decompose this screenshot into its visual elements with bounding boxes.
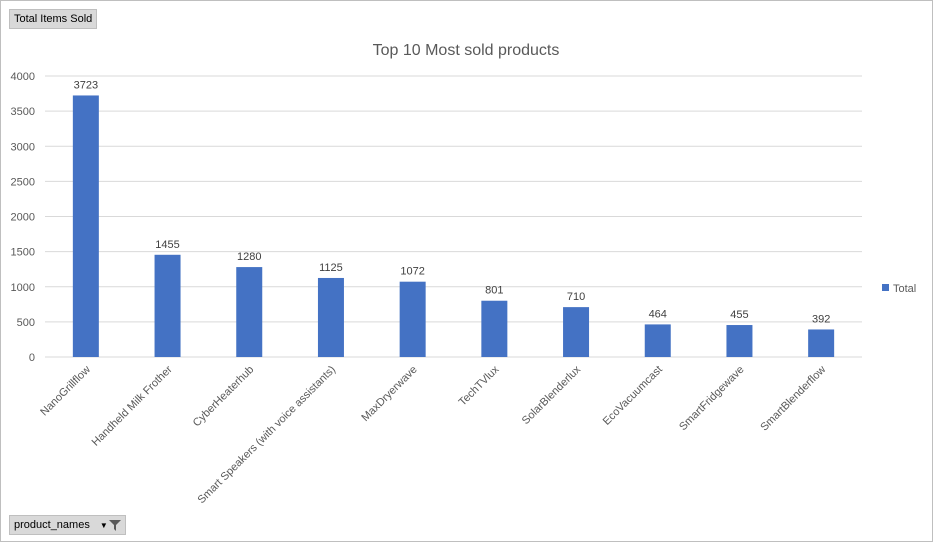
y-tick-label: 0 [29, 352, 35, 364]
y-tick-label: 500 [17, 317, 35, 329]
y-tick-label: 2000 [11, 212, 35, 224]
funnel-icon [108, 519, 121, 531]
bar-series [72, 95, 835, 357]
y-axis: 0 500 1000 1500 2000 2500 3000 3500 4000 [11, 71, 35, 364]
x-tick-label: CyberHeaterhub [191, 364, 257, 430]
bar[interactable] [154, 254, 181, 357]
bar[interactable] [236, 267, 263, 357]
y-tick-label: 1500 [11, 247, 35, 259]
x-tick-label: EcoVacuumcast [601, 364, 665, 428]
data-label: 1455 [155, 239, 179, 251]
y-tick-label: 4000 [11, 71, 35, 83]
axis-field-label: product_names [14, 519, 90, 531]
value-field-button[interactable]: Total Items Sold [9, 9, 98, 29]
data-label: 1125 [319, 262, 343, 274]
data-label: 1280 [237, 251, 261, 263]
bar[interactable] [726, 325, 753, 357]
data-label: 801 [485, 285, 503, 297]
value-field-label: Total Items Sold [14, 13, 93, 25]
y-tick-label: 3500 [11, 106, 35, 118]
legend: Total [882, 283, 916, 295]
bar[interactable] [317, 277, 344, 357]
x-tick-label: NanoGrillflow [38, 364, 93, 419]
bar[interactable] [808, 329, 835, 357]
y-tick-label: 1000 [11, 282, 35, 294]
bar[interactable] [644, 324, 671, 357]
dropdown-arrow-icon: ▼ [99, 521, 108, 530]
data-label: 3723 [74, 79, 98, 91]
data-label: 1072 [400, 266, 424, 278]
bar[interactable] [399, 281, 426, 357]
y-tick-label: 2500 [11, 176, 35, 188]
y-tick-label: 3000 [11, 141, 35, 153]
x-tick-label: TechTVlux [457, 363, 502, 408]
legend-swatch [882, 284, 889, 291]
bar[interactable] [563, 307, 590, 357]
bar[interactable] [481, 300, 508, 357]
x-tick-label: Smart Speakers (with voice assistants) [196, 364, 338, 506]
data-label: 392 [812, 313, 830, 325]
x-tick-label: SmartBlenderflow [758, 364, 828, 434]
x-tick-label: Handheld Milk Frother [90, 363, 175, 448]
chart-title: Top 10 Most sold products [373, 42, 560, 59]
x-tick-label: SmartFridgewave [677, 364, 746, 433]
data-labels: 3723 1455 1280 1125 1072 801 710 464 455 392 [74, 79, 831, 325]
bar[interactable] [72, 95, 99, 357]
legend-label-total: Total [893, 283, 916, 295]
axis-field-button[interactable]: product_names ▼ [9, 515, 126, 535]
data-label: 455 [730, 309, 748, 321]
x-tick-label: MaxDryerwave [359, 364, 419, 424]
data-label: 464 [649, 308, 667, 320]
gridlines [45, 75, 862, 358]
x-tick-label: SolarBlenderlux [520, 363, 584, 427]
data-label: 710 [567, 291, 585, 303]
